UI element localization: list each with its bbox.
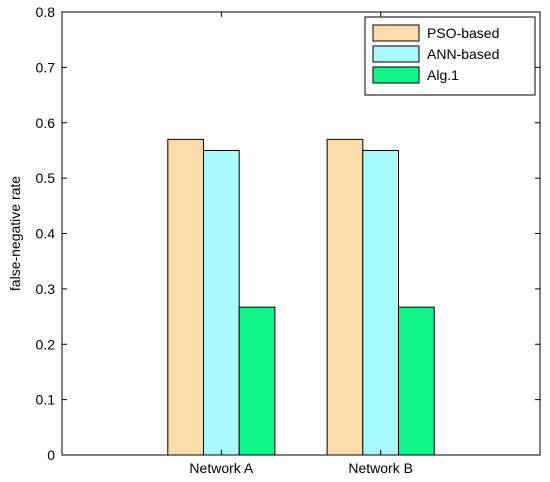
bars-group xyxy=(167,138,435,456)
bar-alg-1-network-b xyxy=(398,306,435,456)
bar-ann-based-network-a xyxy=(202,149,240,456)
x-axis-ticks: Network A Network B xyxy=(189,12,413,476)
bar-pso-based-network-a xyxy=(167,138,204,456)
legend-swatch xyxy=(372,45,420,63)
y-tick-label: 0.2 xyxy=(36,336,56,352)
y-tick-label: 0.3 xyxy=(36,281,56,297)
y-tick-label: 0.1 xyxy=(36,392,56,408)
legend-swatch xyxy=(372,24,420,42)
bar-pso-based-network-b xyxy=(326,138,364,456)
legend-label: PSO-based xyxy=(427,25,499,41)
x-tick-label: Network A xyxy=(189,460,253,476)
legend: PSO-based ANN-based Alg.1 xyxy=(364,16,536,96)
y-tick-label: 0.4 xyxy=(36,226,56,242)
y-tick-label: 0.8 xyxy=(36,4,56,20)
bar-ann-based-network-b xyxy=(362,149,400,456)
x-tick-label: Network B xyxy=(348,460,413,476)
y-tick-label: 0.5 xyxy=(36,170,56,186)
legend-label: Alg.1 xyxy=(427,67,459,83)
legend-swatch xyxy=(372,66,420,84)
legend-label: ANN-based xyxy=(427,46,499,62)
y-axis-ticks: 0 0.1 0.2 0.3 0.4 0.5 0.6 0.7 0.8 xyxy=(36,4,540,463)
bar-alg-1-network-a xyxy=(238,306,276,456)
y-tick-label: 0.7 xyxy=(36,59,56,75)
y-tick-label: 0.6 xyxy=(36,115,56,131)
y-tick-label: 0 xyxy=(47,447,55,463)
y-axis-label: false-negative rate xyxy=(7,176,23,291)
